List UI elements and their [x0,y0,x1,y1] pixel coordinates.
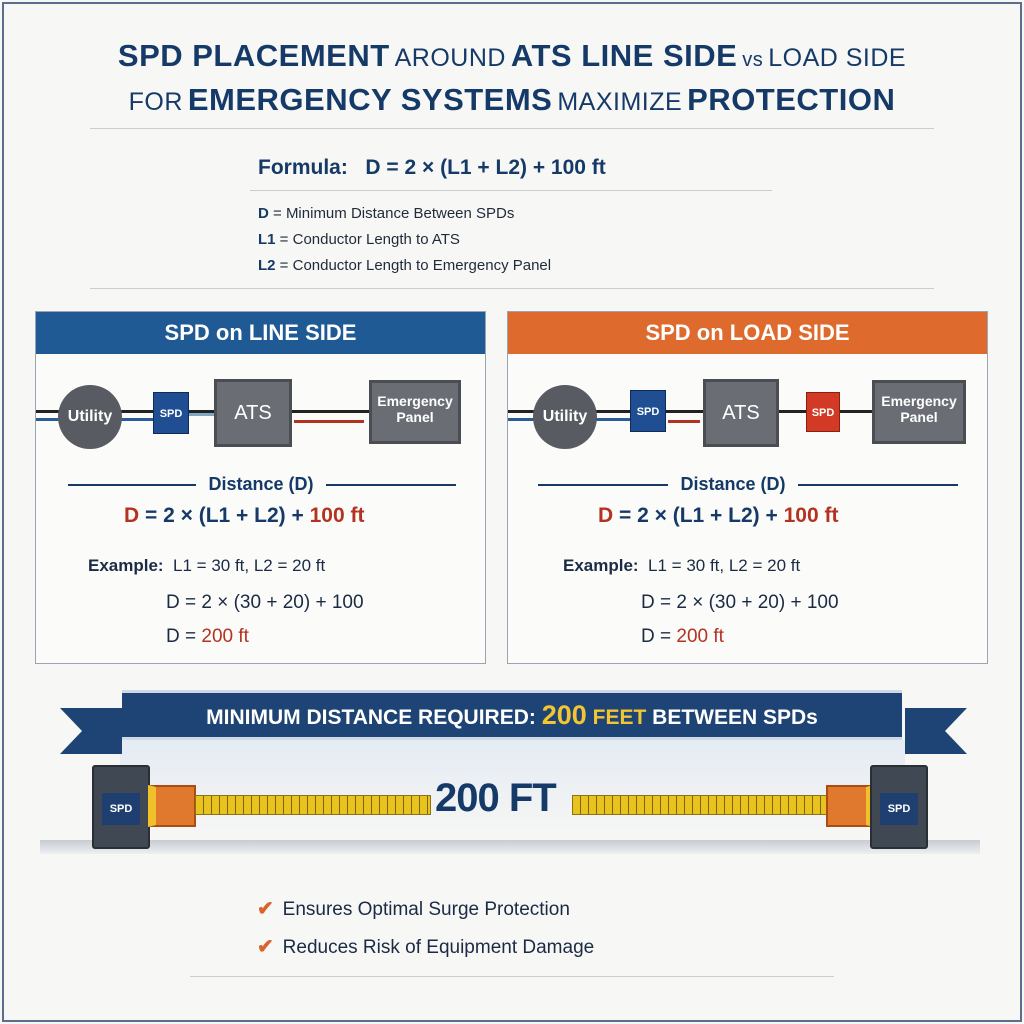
title-part: EMERGENCY SYSTEMS [187,82,553,117]
spd-device: SPD [630,390,666,432]
tape-case-left [148,785,196,827]
divider [250,190,772,191]
panel-title: SPD on LINE SIDE [36,312,485,354]
example: Example: L1 = 30 ft, L2 = 20 ft [88,556,326,575]
wire [36,410,376,413]
checkmark-icon: ✔ [257,936,274,958]
spd-unit-left: SPD [92,765,150,849]
arrow-to-spd [186,413,216,416]
benefit-item: ✔ Ensures Optimal Surge Protection [257,898,570,920]
tape-case-right [826,785,874,827]
checkmark-icon: ✔ [257,898,274,920]
title-line-1: SPD PLACEMENT AROUND ATS LINE SIDE vs LO… [0,38,1024,74]
tape-left [195,795,431,815]
title-line-2: FOR EMERGENCY SYSTEMS MAXIMIZE PROTECTIO… [0,82,1024,118]
ats-box: ATS [703,379,779,447]
distance-equation: D = 2 × (L1 + L2) + 100 ft [124,504,365,527]
minimum-distance-banner: MINIMUM DISTANCE REQUIRED: 200 FEET BETW… [122,690,902,740]
title-part: SPD PLACEMENT [117,38,390,73]
floor-shadow [40,840,980,854]
emergency-panel-box: Emergency Panel [369,380,461,444]
spd-device-load: SPD [806,392,840,432]
example-calc: D = 2 × (30 + 20) + 100 [166,592,364,613]
banner-tail-right [905,708,967,754]
title-part: AROUND [394,44,506,72]
divider [90,288,934,289]
divider [190,976,834,977]
title-part: FOR [128,88,183,116]
emergency-panel-box: Emergency Panel [872,380,966,444]
title-part: vs [742,49,764,71]
benefit-item: ✔ Reduces Risk of Equipment Damage [257,936,595,958]
utility-node: Utility [533,385,597,449]
spd-unit-right: SPD [870,765,928,849]
distance-label: Distance (D) [196,474,326,495]
distance-readout: 200 FT [435,776,557,820]
formula-label: Formula: [258,156,348,179]
definition-d: D = Minimum Distance Between SPDs [258,205,515,222]
example: Example: L1 = 30 ft, L2 = 20 ft [563,556,801,575]
title-part: MAXIMIZE [557,88,683,116]
title-part: PROTECTION [687,82,896,117]
tape-right [572,795,828,815]
measure-background [120,740,905,840]
title-part: ATS LINE SIDE [510,38,738,73]
example-result: D = 200 ft [641,626,724,647]
utility-node: Utility [58,385,122,449]
load-side-panel: SPD on LOAD SIDE Utility SPD ATS SPD Eme… [507,311,988,664]
arrow-to-panel [294,420,364,423]
spd-device: SPD [153,392,189,434]
formula: Formula: D = 2 × (L1 + L2) + 100 ft [258,156,606,180]
title-part: LOAD SIDE [768,44,907,72]
line-side-panel: SPD on LINE SIDE Utility SPD ATS Emergen… [35,311,486,664]
distance-label: Distance (D) [668,474,798,495]
example-calc: D = 2 × (30 + 20) + 100 [641,592,839,613]
distance-equation: D = 2 × (L1 + L2) + 100 ft [598,504,839,527]
formula-expression: D = 2 × (L1 + L2) + 100 ft [365,156,606,179]
definition-l1: L1 = Conductor Length to ATS [258,231,460,248]
arrow-to-spd [668,420,700,423]
ats-box: ATS [214,379,292,447]
banner-tail-left [60,708,122,754]
definition-l2: L2 = Conductor Length to Emergency Panel [258,257,552,274]
example-result: D = 200 ft [166,626,249,647]
divider [90,128,934,129]
panel-title: SPD on LOAD SIDE [508,312,987,354]
wire [508,410,873,413]
